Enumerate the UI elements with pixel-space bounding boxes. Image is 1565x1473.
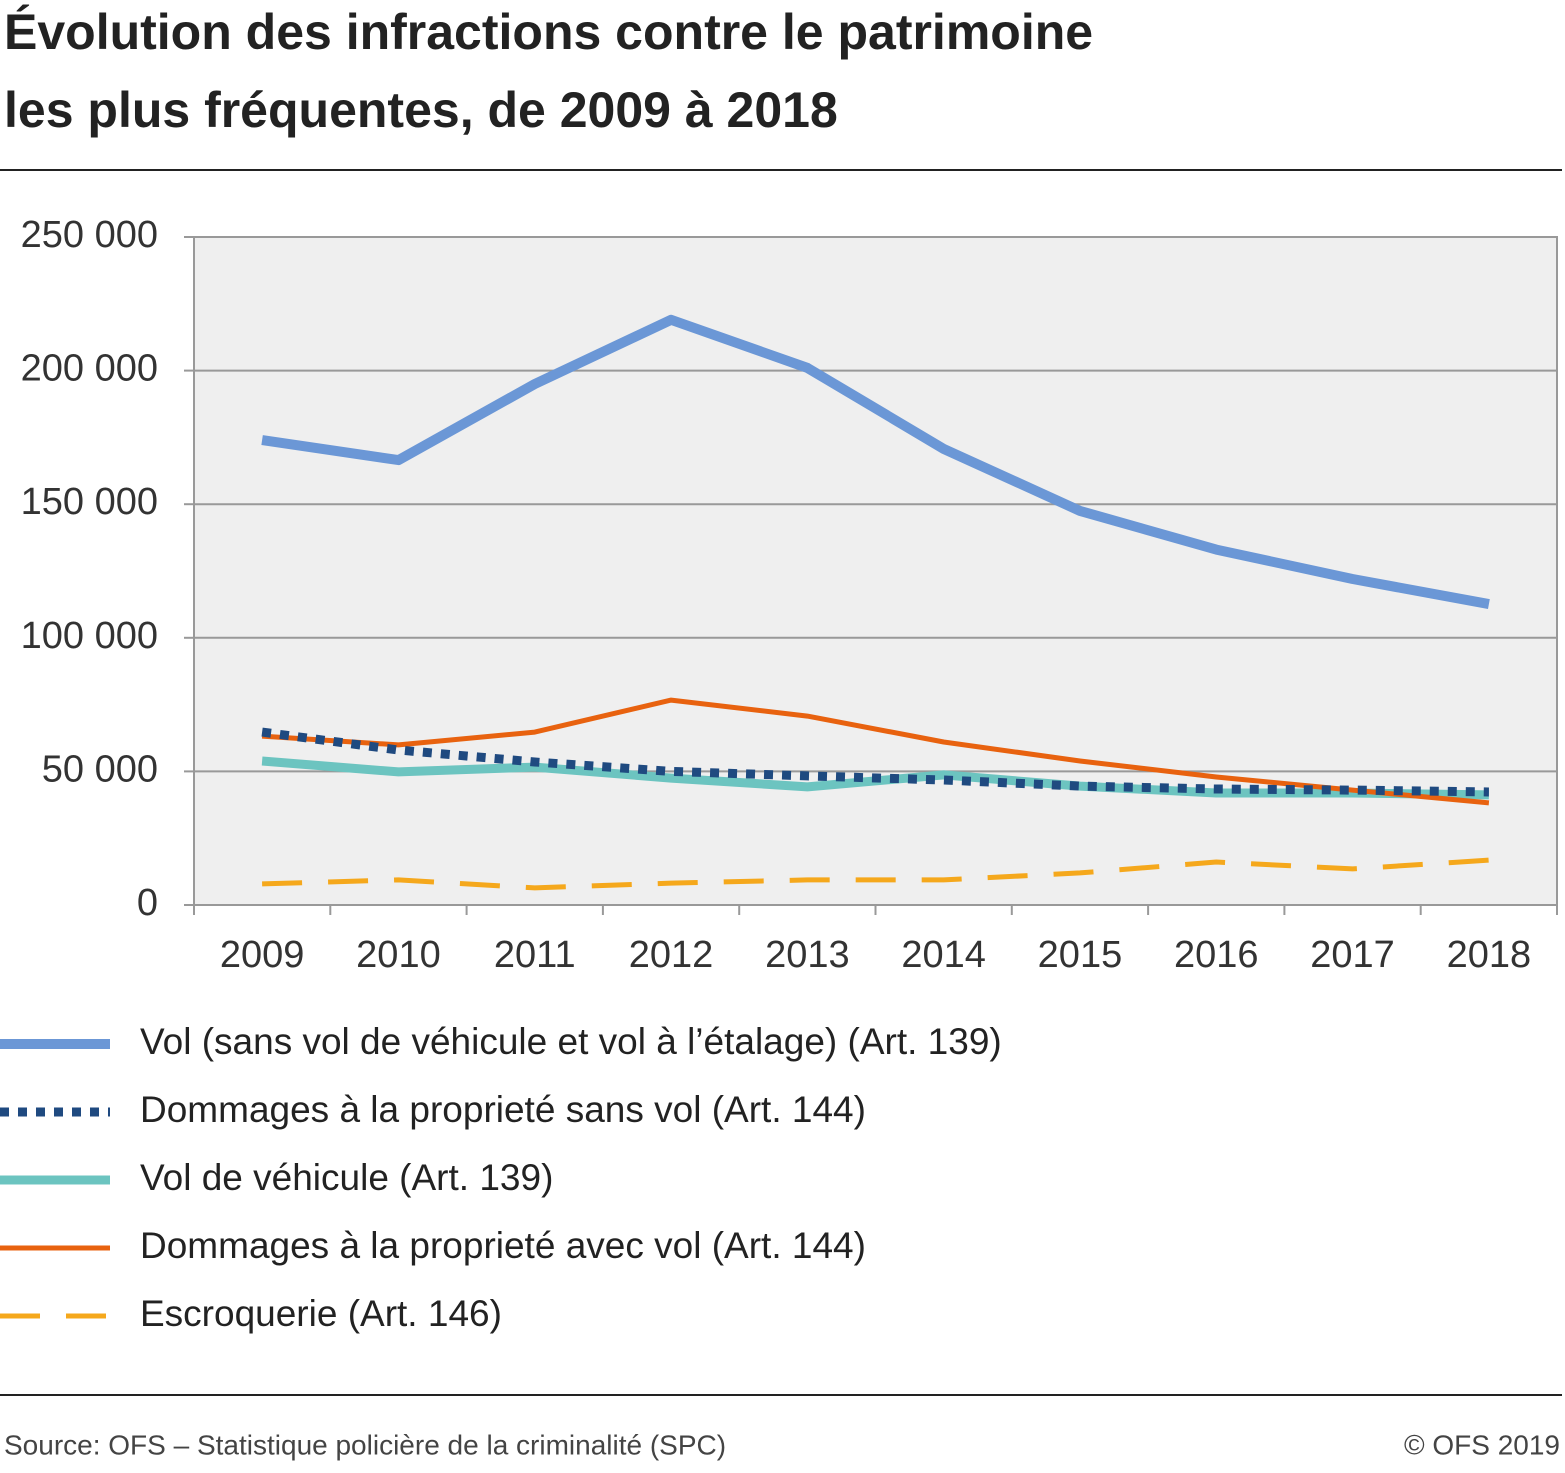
x-tick-label: 2015 (1038, 934, 1123, 976)
series-line (262, 857, 1490, 891)
chart-title: les plus fréquentes, de 2009 à 2018 (4, 82, 838, 138)
series-line (261, 314, 1490, 610)
x-tick-label: 2014 (901, 934, 986, 976)
y-tick-label: 200 000 (21, 348, 158, 390)
x-tick-label: 2016 (1174, 934, 1259, 976)
x-tick-label: 2011 (494, 934, 576, 976)
y-tick-label: 0 (137, 882, 158, 924)
series-line (261, 697, 1490, 806)
legend-label: Dommages à la proprieté sans vol (Art. 1… (140, 1089, 866, 1130)
source: Source: OFS – Statistique policière de l… (4, 1429, 726, 1460)
legend-label: Escroquerie (Art. 146) (140, 1293, 502, 1334)
x-tick-label: 2009 (220, 934, 305, 976)
x-tick-label: 2010 (356, 934, 441, 976)
series-line (261, 727, 1489, 797)
plot-area (193, 236, 1558, 906)
x-tick-label: 2012 (629, 934, 714, 976)
legend-label: Dommages à la proprieté avec vol (Art. 1… (140, 1225, 866, 1266)
x-tick-label: 2017 (1310, 934, 1395, 976)
y-tick-label: 150 000 (21, 481, 158, 523)
x-tick-label: 2018 (1447, 934, 1532, 976)
legend-label: Vol (sans vol de véhicule et vol à l’éta… (140, 1021, 1002, 1062)
copyright: © OFS 2019 (1404, 1429, 1560, 1460)
chart-title: Évolution des infractions contre le patr… (4, 4, 1093, 60)
y-tick-label: 50 000 (42, 748, 158, 790)
y-tick-label: 100 000 (21, 615, 158, 657)
legend-label: Vol de véhicule (Art. 139) (140, 1157, 553, 1198)
y-tick-label: 250 000 (21, 214, 158, 256)
x-tick-label: 2013 (765, 934, 850, 976)
